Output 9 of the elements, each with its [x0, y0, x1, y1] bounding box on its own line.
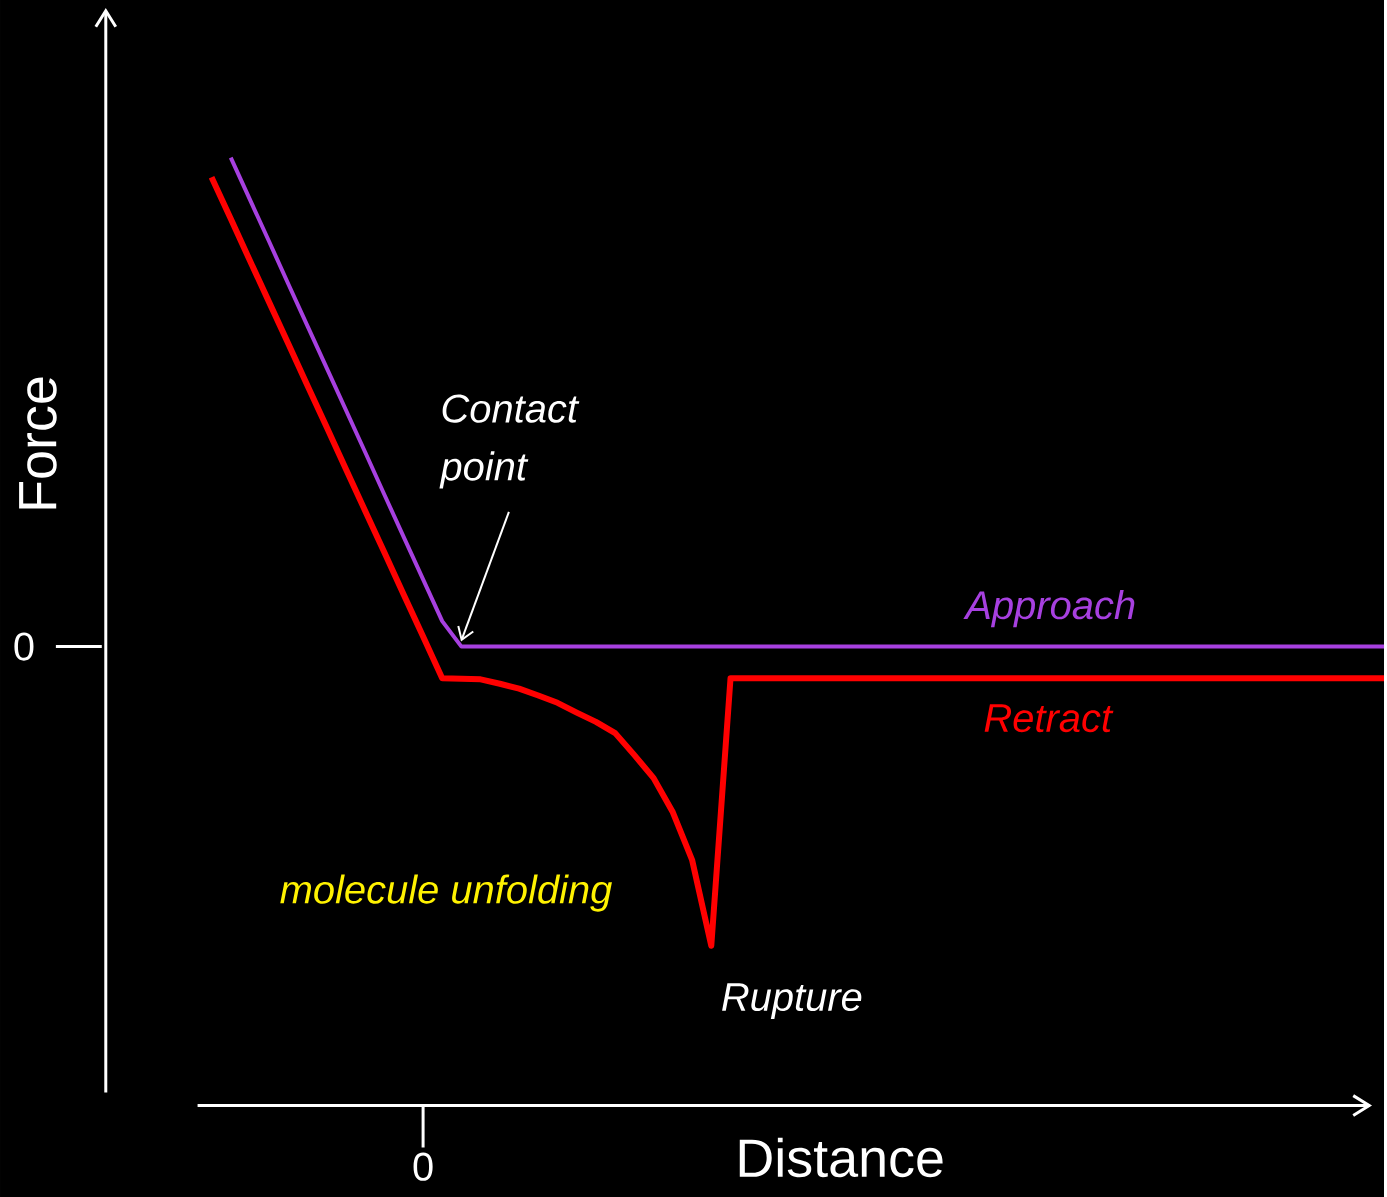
series-label: Retract	[984, 704, 1114, 732]
annotation: molecule unfolding	[280, 874, 612, 912]
text: Rupture	[722, 983, 862, 1019]
x-axis-title: Distance	[739, 1137, 943, 1178]
text: 0	[413, 1152, 433, 1181]
y-axis-title: Force	[19, 377, 57, 509]
annotation: Contact point	[439, 394, 580, 489]
text: 0	[14, 632, 34, 661]
series-label: Approach	[963, 589, 1135, 628]
